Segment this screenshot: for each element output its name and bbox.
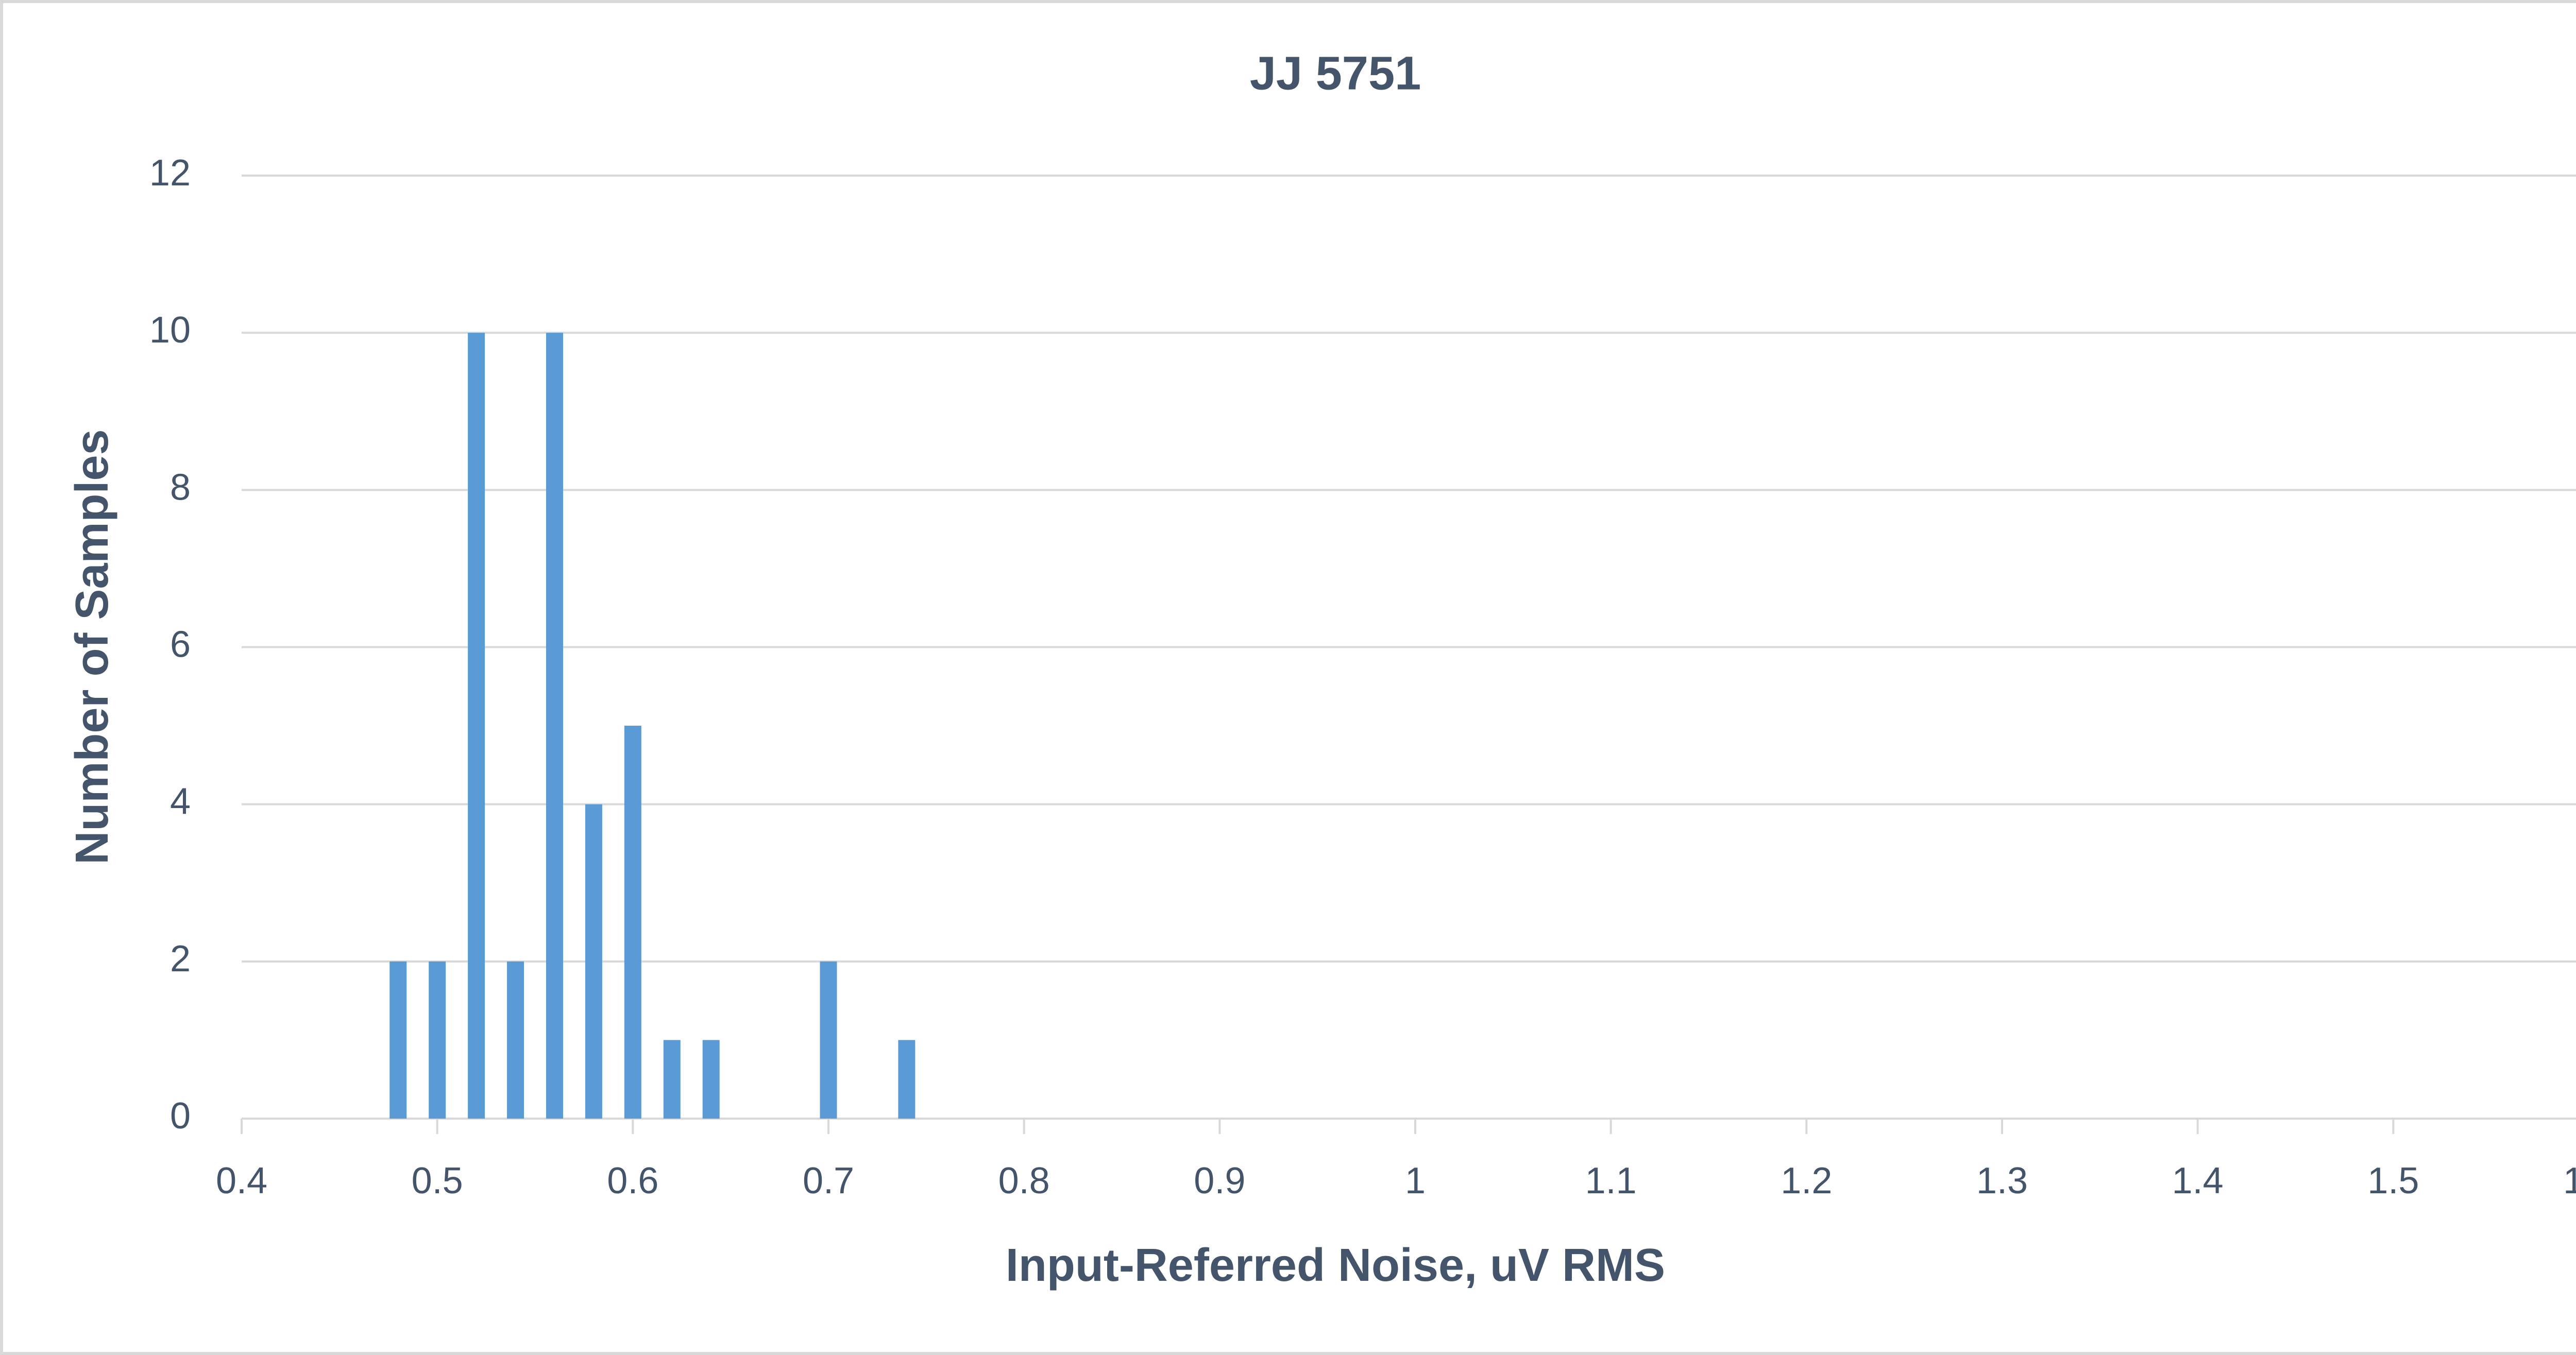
bar xyxy=(389,961,407,1119)
bar xyxy=(663,1040,681,1119)
x-tick-label: 1.6 xyxy=(2563,1160,2576,1202)
x-tick-label: 0.5 xyxy=(412,1160,463,1202)
x-tick-label: 1.4 xyxy=(2172,1160,2224,1202)
x-axis-title: Input-Referred Noise, uV RMS xyxy=(1006,1240,1665,1291)
x-tick-label: 1.3 xyxy=(1976,1160,2028,1202)
y-tick-label: 2 xyxy=(170,938,191,980)
bar xyxy=(624,726,641,1119)
x-tick-label: 1.1 xyxy=(1585,1160,1637,1202)
bar xyxy=(820,961,837,1119)
y-tick-label: 6 xyxy=(170,624,191,665)
x-tick-label: 0.8 xyxy=(998,1160,1050,1202)
bar xyxy=(507,961,524,1119)
x-tick-label: 0.9 xyxy=(1194,1160,1245,1202)
y-tick-label: 8 xyxy=(170,467,191,508)
y-tick-label: 0 xyxy=(170,1095,191,1137)
bar xyxy=(702,1040,720,1119)
bar xyxy=(546,333,563,1119)
bar xyxy=(468,333,485,1119)
x-tick-label: 0.6 xyxy=(607,1160,658,1202)
x-tick-label: 0.7 xyxy=(803,1160,854,1202)
y-tick-label: 12 xyxy=(149,152,191,194)
x-tick-label: 1.2 xyxy=(1781,1160,1832,1202)
bar xyxy=(429,961,446,1119)
x-tick-label: 1.5 xyxy=(2367,1160,2419,1202)
bar xyxy=(585,804,602,1119)
x-tick-label: 1 xyxy=(1405,1160,1426,1202)
chart-title: JJ 5751 xyxy=(1250,47,1421,99)
y-axis-title: Number of Samples xyxy=(66,429,118,864)
y-tick-label: 10 xyxy=(149,310,191,351)
bar xyxy=(898,1040,916,1119)
y-tick-label: 4 xyxy=(170,781,191,822)
x-tick-label: 0.4 xyxy=(216,1160,267,1202)
